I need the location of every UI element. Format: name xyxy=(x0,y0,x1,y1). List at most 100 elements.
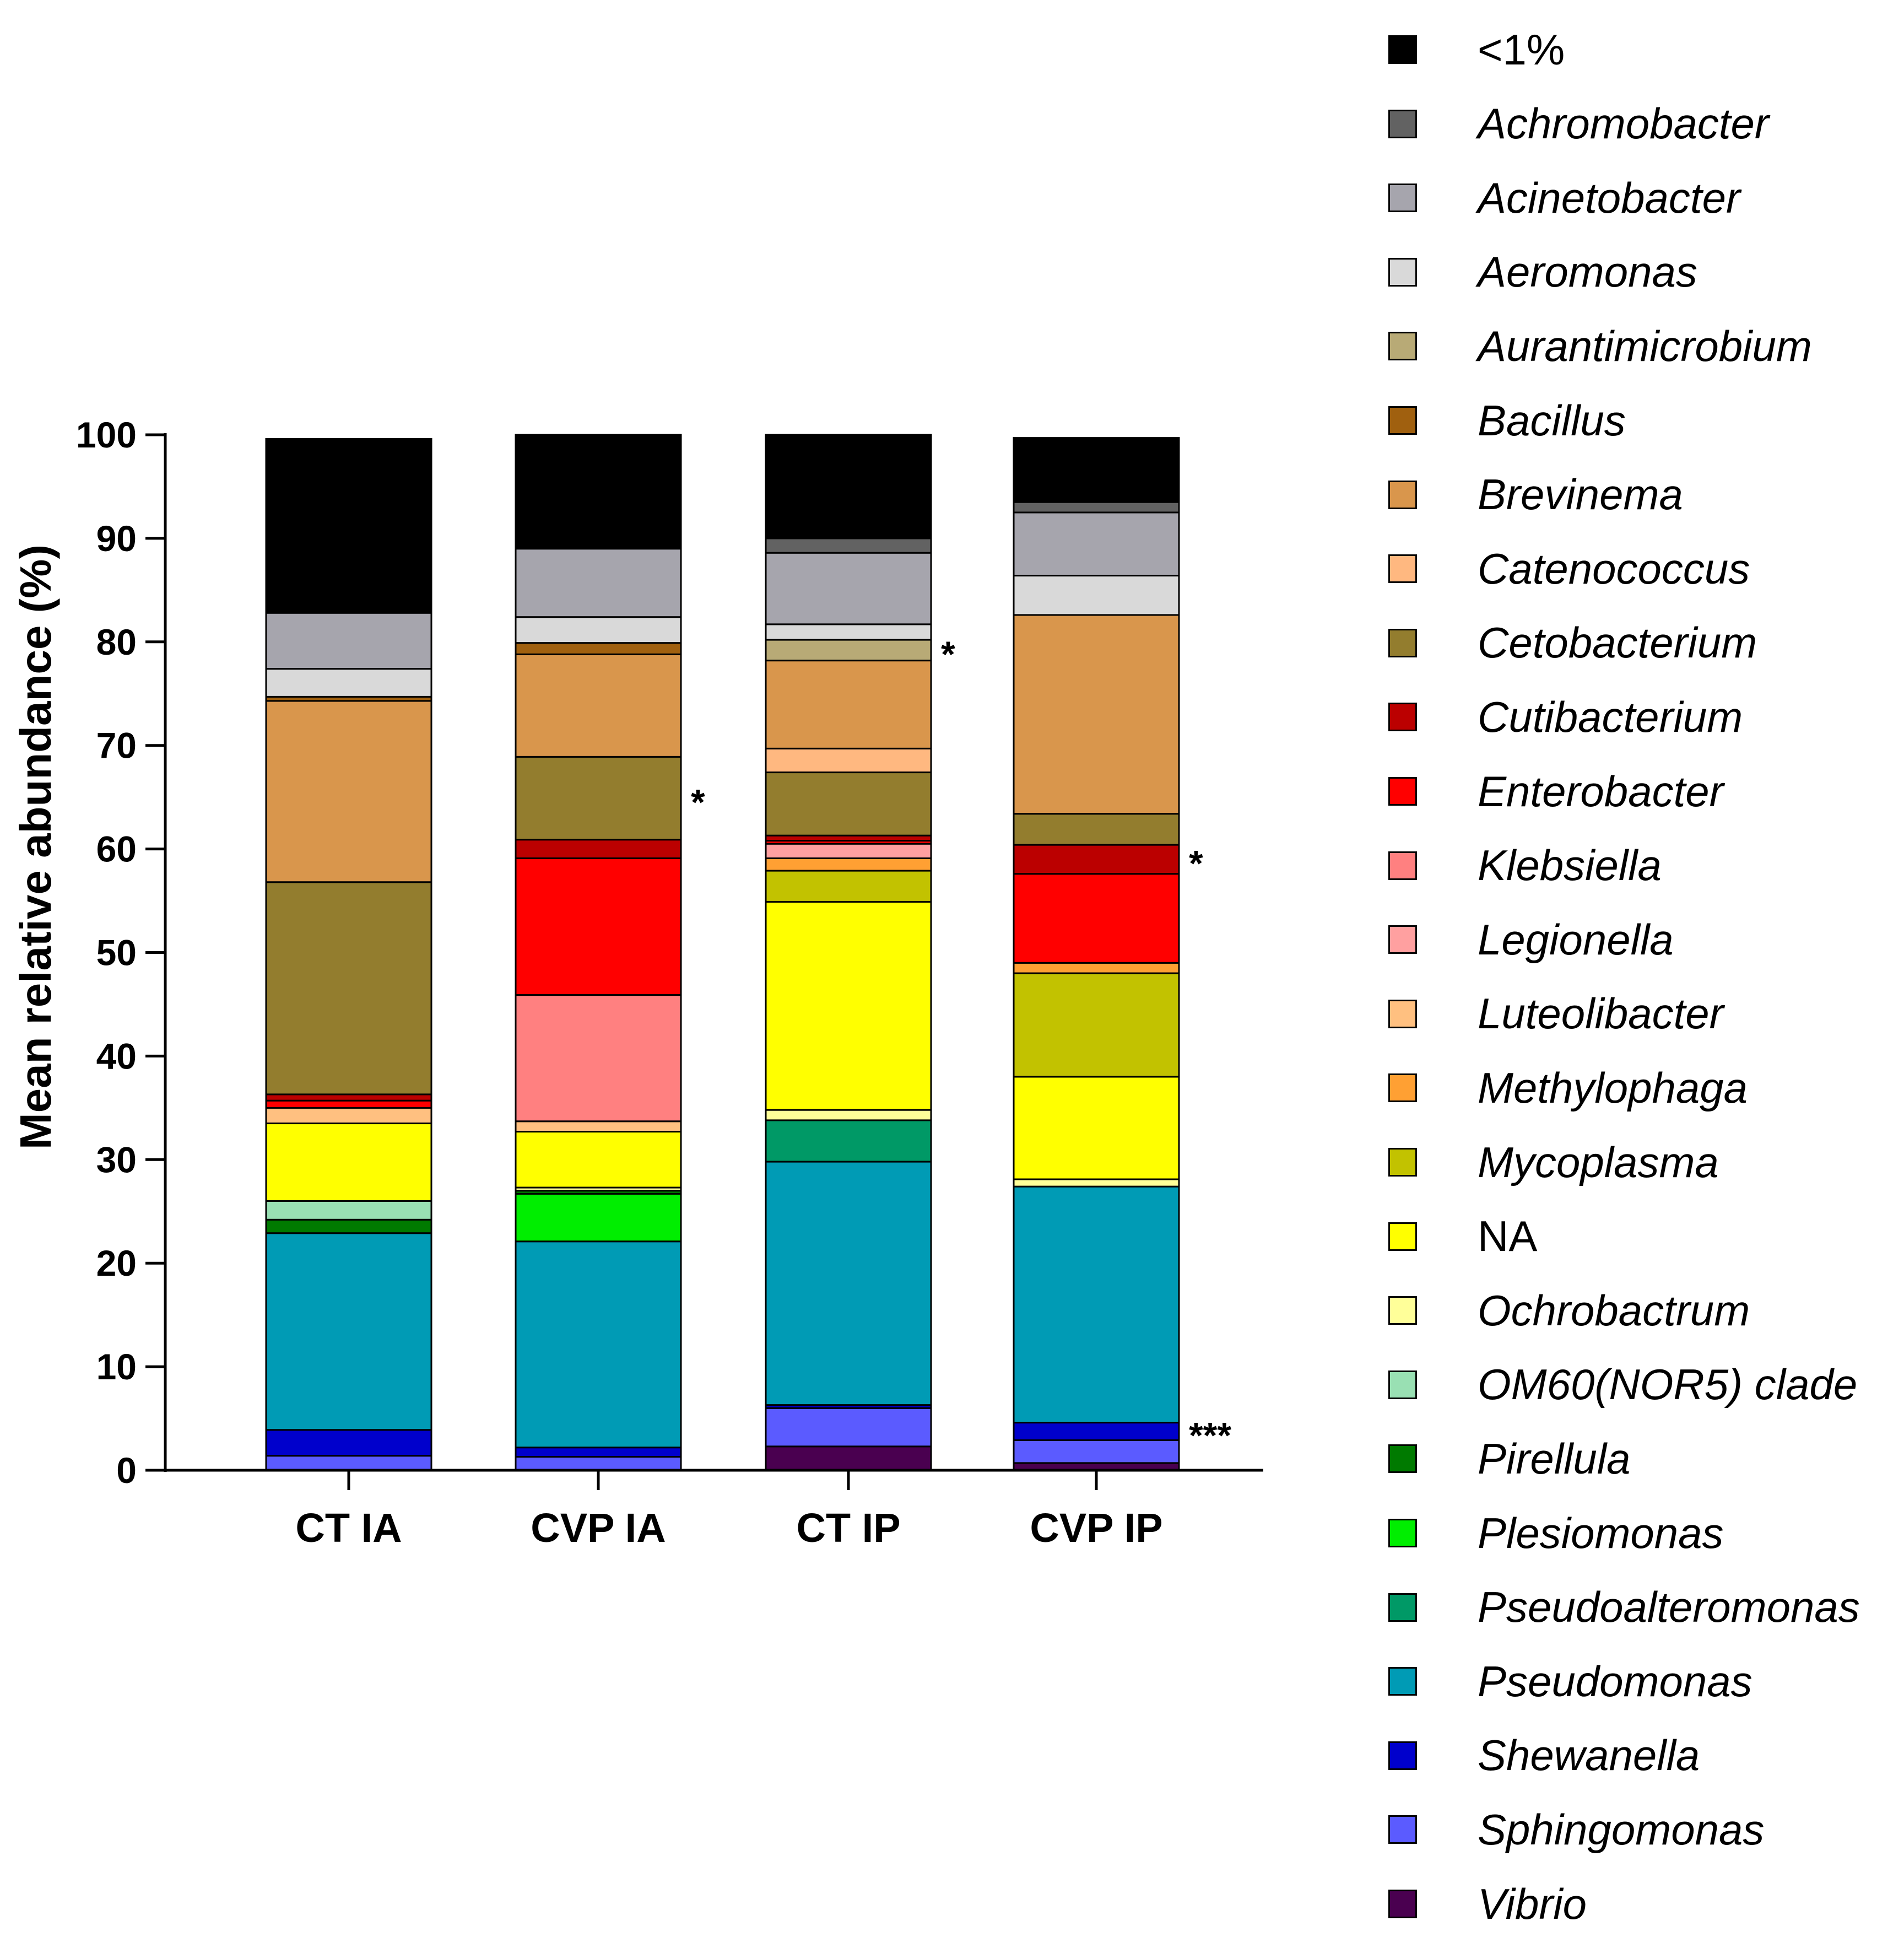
legend-swatch xyxy=(1388,703,1417,732)
bar-segment xyxy=(765,857,932,872)
legend-label: Klebsiella xyxy=(1478,841,1662,890)
stacked-bar-chart: Mean relative abundance (%) 0 10 20 30 40 50 6… xyxy=(11,414,1263,1551)
bar-segment xyxy=(1013,1439,1180,1464)
bar-segment xyxy=(765,900,932,1111)
legend-item: NA xyxy=(1388,1204,1537,1270)
legend-swatch xyxy=(1388,480,1417,509)
bar-segment xyxy=(765,747,932,774)
bar-segment xyxy=(765,1445,932,1471)
bar-segment xyxy=(265,1232,432,1431)
legend-label: Enterobacter xyxy=(1478,767,1724,816)
legend-swatch xyxy=(1388,406,1417,435)
legend-swatch xyxy=(1388,1890,1417,1918)
legend-swatch xyxy=(1388,1148,1417,1177)
bar-segment xyxy=(515,1240,682,1449)
bar-segment xyxy=(1013,614,1180,815)
legend-swatch xyxy=(1388,184,1417,213)
legend-swatch xyxy=(1388,1815,1417,1844)
legend-label: Achromobacter xyxy=(1478,99,1769,148)
bar-segment xyxy=(765,623,932,641)
bar-segment xyxy=(765,1119,932,1163)
bar-segment xyxy=(765,843,932,860)
legend-label: Catenococcus xyxy=(1478,544,1750,593)
bar-segment xyxy=(1013,813,1180,846)
bar-segment xyxy=(265,668,432,698)
bar-segment xyxy=(515,434,682,550)
bar-segment xyxy=(1013,1178,1180,1188)
legend-label: Legionella xyxy=(1478,915,1674,964)
plot-area: 0 10 20 30 40 50 60 70 80 90 100 CT IA CVP IA CT IP CV… xyxy=(76,414,1263,1551)
bar-stack xyxy=(265,438,432,1471)
bar-segment xyxy=(765,1407,932,1448)
legend-item: Brevinema xyxy=(1388,462,1683,528)
bar-segment xyxy=(515,1456,682,1471)
legend-swatch xyxy=(1388,554,1417,584)
bar-segment xyxy=(265,612,432,670)
legend-label: <1% xyxy=(1478,25,1565,74)
bar-segment xyxy=(765,537,932,554)
legend-swatch xyxy=(1388,1667,1417,1696)
bar-segment xyxy=(515,1120,682,1133)
legend-label: Cetobacterium xyxy=(1478,618,1757,667)
bar-stack xyxy=(1013,437,1180,1471)
significance-marker: *** xyxy=(1189,1415,1231,1456)
legend-item: Enterobacter xyxy=(1388,758,1724,824)
legend-swatch xyxy=(1388,1073,1417,1103)
y-tick-label: 90 xyxy=(96,518,137,559)
bar-segment xyxy=(1013,844,1180,875)
bar-segment xyxy=(1013,1185,1180,1424)
legend-label: Mycoplasma xyxy=(1478,1137,1719,1186)
legend-label: Bacillus xyxy=(1478,396,1626,445)
legend-label: Methylophaga xyxy=(1478,1063,1748,1112)
legend-item: Ochrobactrum xyxy=(1388,1277,1750,1344)
legend-item: Pseudoalteromonas xyxy=(1388,1574,1860,1641)
legend-swatch xyxy=(1388,628,1417,657)
y-tick-label: 40 xyxy=(96,1035,137,1076)
bar-segment xyxy=(515,839,682,860)
bar-segment xyxy=(515,756,682,841)
bar-segment xyxy=(1013,575,1180,616)
bar-segment xyxy=(1013,1076,1180,1180)
bar-segment xyxy=(765,870,932,903)
legend-swatch xyxy=(1388,999,1417,1028)
bar-segment xyxy=(265,438,432,614)
x-tick-label: CT IP xyxy=(796,1505,900,1551)
bar-segment xyxy=(515,1193,682,1243)
bar-segment xyxy=(1013,501,1180,514)
legend-item: Luteolibacter xyxy=(1388,981,1724,1047)
legend-item: Pirellula xyxy=(1388,1426,1630,1492)
bar-segment xyxy=(765,660,932,749)
significance-marker: * xyxy=(691,782,705,823)
bar-segment xyxy=(265,1218,432,1234)
legend-swatch xyxy=(1388,1370,1417,1399)
legend-swatch xyxy=(1388,1741,1417,1770)
legend-swatch xyxy=(1388,257,1417,287)
bar-stack xyxy=(765,434,932,1471)
legend-item: Legionella xyxy=(1388,907,1674,973)
legend-label: NA xyxy=(1478,1212,1538,1261)
legend-item: Mycoplasma xyxy=(1388,1129,1719,1195)
y-tick-label: 30 xyxy=(96,1139,137,1180)
legend-swatch xyxy=(1388,1593,1417,1622)
legend-label: Pirellula xyxy=(1478,1434,1631,1483)
legend-item: Bacillus xyxy=(1388,387,1626,454)
legend-swatch xyxy=(1388,1444,1417,1474)
bar-segment xyxy=(265,1107,432,1125)
legend-item: Methylophaga xyxy=(1388,1055,1748,1121)
bar-stack xyxy=(515,434,682,1471)
bar-segment xyxy=(265,1093,432,1102)
legend-swatch xyxy=(1388,777,1417,806)
legend-label: Cutibacterium xyxy=(1478,692,1743,741)
bar-segment xyxy=(1013,972,1180,1078)
legend-item: Acinetobacter xyxy=(1388,165,1740,231)
legend-item: Catenococcus xyxy=(1388,536,1750,602)
y-tick-label: 100 xyxy=(76,414,137,455)
bar-segment xyxy=(515,653,682,758)
y-tick-label: 70 xyxy=(96,725,137,766)
bar-segment xyxy=(515,1131,682,1189)
bar-segment xyxy=(1013,873,1180,964)
y-tick-label: 60 xyxy=(96,829,137,870)
bar-segment xyxy=(515,548,682,618)
bar-segment xyxy=(765,639,932,662)
legend-swatch xyxy=(1388,1296,1417,1325)
